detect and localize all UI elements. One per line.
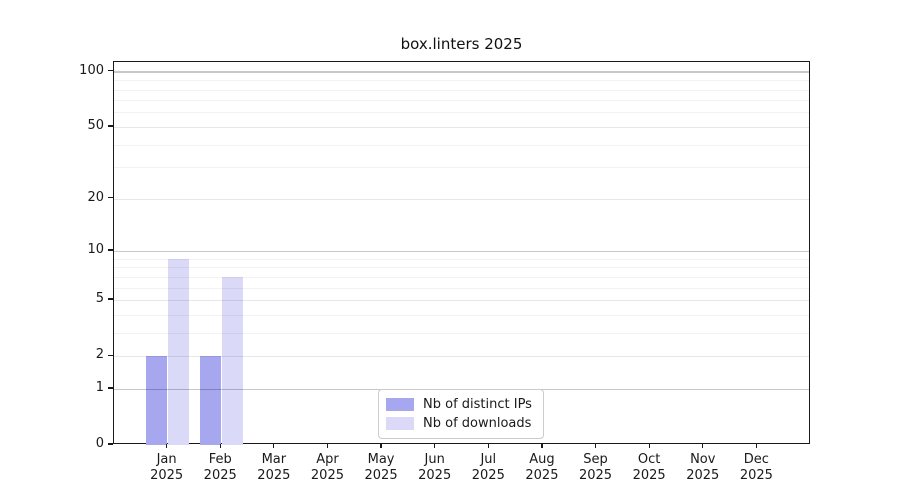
x-tick-year: 2025 bbox=[739, 467, 773, 483]
x-tick-label-nov: Nov 2025 bbox=[671, 452, 735, 483]
x-tick-mark-dec bbox=[755, 444, 757, 448]
x-tick-label-dec: Dec 2025 bbox=[724, 452, 788, 483]
y-tick-mark-10 bbox=[108, 249, 113, 251]
legend-swatch-downloads bbox=[386, 417, 414, 430]
x-tick-month: Jan bbox=[156, 452, 177, 467]
x-tick-month: Dec bbox=[743, 452, 769, 467]
x-tick-label-aug: Aug 2025 bbox=[510, 452, 574, 483]
y-tick-label-1: 1 bbox=[95, 379, 104, 395]
bar-feb-downloads bbox=[221, 276, 243, 445]
x-tick-year: 2025 bbox=[257, 467, 291, 483]
x-tick-month: May bbox=[367, 452, 395, 467]
y-tick-mark-2 bbox=[108, 354, 113, 356]
legend-item-distinct-ips: Nb of distinct IPs bbox=[386, 397, 543, 412]
x-tick-year: 2025 bbox=[418, 467, 452, 483]
x-tick-year: 2025 bbox=[471, 467, 505, 483]
y-tick-label-5: 5 bbox=[95, 291, 104, 307]
bar-feb-distinct-ips bbox=[199, 356, 221, 445]
x-tick-month: Sep bbox=[583, 452, 608, 467]
x-tick-label-feb: Feb 2025 bbox=[188, 452, 252, 483]
x-tick-label-oct: Oct 2025 bbox=[617, 452, 681, 483]
x-tick-mark-sep bbox=[594, 444, 597, 448]
x-tick-year: 2025 bbox=[686, 467, 720, 483]
chart-title: box.linters 2025 bbox=[400, 35, 523, 53]
x-tick-mark-jan bbox=[166, 444, 168, 448]
x-tick-month: Jul bbox=[480, 452, 497, 467]
y-tick-label-0: 0 bbox=[95, 436, 104, 451]
legend-label-distinct-ips: Nb of distinct IPs bbox=[423, 397, 532, 412]
x-tick-year: 2025 bbox=[203, 467, 237, 483]
y-tick-label-2: 2 bbox=[95, 347, 104, 363]
x-tick-label-sep: Sep 2025 bbox=[564, 452, 628, 483]
x-tick-mark-oct bbox=[648, 444, 650, 448]
x-tick-year: 2025 bbox=[310, 467, 344, 483]
x-tick-mark-feb bbox=[219, 444, 221, 448]
x-tick-mark-apr bbox=[326, 444, 329, 448]
legend-item-downloads: Nb of downloads bbox=[386, 416, 543, 431]
x-tick-month: Nov bbox=[690, 452, 716, 467]
x-tick-year: 2025 bbox=[364, 467, 398, 483]
x-tick-label-jun: Jun 2025 bbox=[403, 452, 467, 483]
y-tick-mark-1 bbox=[108, 387, 113, 389]
x-tick-label-may: May 2025 bbox=[349, 452, 413, 483]
legend-label-downloads: Nb of downloads bbox=[423, 416, 532, 431]
legend: Nb of distinct IPs Nb of downloads bbox=[378, 389, 544, 439]
plot-area bbox=[113, 61, 810, 445]
bars-layer bbox=[114, 62, 809, 445]
x-tick-label-apr: Apr 2025 bbox=[295, 452, 359, 483]
y-tick-label-20: 20 bbox=[87, 189, 104, 205]
y-tick-label-50: 50 bbox=[87, 117, 104, 133]
x-tick-year: 2025 bbox=[632, 467, 666, 483]
x-tick-mark-jun bbox=[434, 444, 436, 448]
y-tick-mark-5 bbox=[108, 298, 113, 300]
x-tick-year: 2025 bbox=[525, 467, 559, 483]
x-tick-label-jul: Jul 2025 bbox=[456, 452, 520, 483]
x-tick-month: Oct bbox=[637, 452, 661, 467]
x-tick-mark-aug bbox=[541, 444, 543, 448]
x-tick-year: 2025 bbox=[150, 467, 184, 483]
x-tick-month: Aug bbox=[529, 452, 555, 467]
y-tick-label-10: 10 bbox=[87, 242, 104, 258]
x-tick-month: Feb bbox=[208, 452, 232, 467]
x-tick-month: Apr bbox=[316, 452, 339, 467]
bar-jan-distinct-ips bbox=[146, 356, 168, 445]
x-tick-mark-may bbox=[380, 444, 382, 448]
y-tick-label-100: 100 bbox=[79, 62, 104, 78]
x-tick-mark-nov bbox=[702, 444, 704, 448]
y-tick-mark-50 bbox=[108, 125, 113, 127]
y-tick-mark-100 bbox=[108, 70, 113, 72]
x-tick-year: 2025 bbox=[578, 467, 613, 483]
legend-swatch-distinct-ips bbox=[386, 398, 414, 411]
x-tick-mark-mar bbox=[273, 444, 275, 448]
x-tick-month: Jun bbox=[424, 452, 445, 467]
y-tick-mark-0 bbox=[108, 443, 113, 445]
x-tick-month: Mar bbox=[261, 452, 287, 467]
x-tick-label-mar: Mar 2025 bbox=[242, 452, 306, 483]
y-tick-mark-20 bbox=[108, 197, 113, 199]
bar-jan-downloads bbox=[168, 258, 190, 445]
x-tick-label-jan: Jan 2025 bbox=[135, 452, 199, 483]
x-tick-mark-jul bbox=[487, 444, 489, 448]
